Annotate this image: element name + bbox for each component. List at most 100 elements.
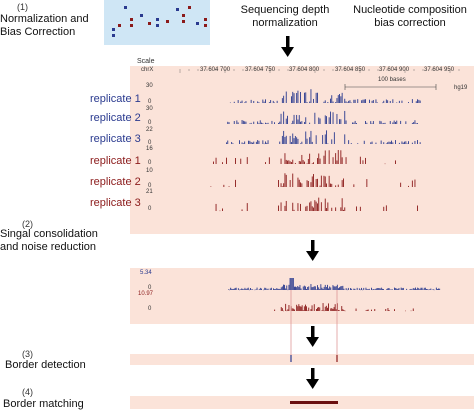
signal-bar xyxy=(414,179,416,187)
signal-bar xyxy=(285,118,287,124)
signal-bar xyxy=(231,141,233,144)
signal-bar xyxy=(387,100,389,103)
signal-bar xyxy=(310,130,312,144)
signal-bar xyxy=(391,140,392,144)
consolidated-bar xyxy=(291,278,293,290)
signal-bar xyxy=(306,205,308,211)
consolidated-bar xyxy=(316,289,317,290)
signal-bar xyxy=(240,101,242,103)
signal-bar xyxy=(382,123,383,125)
signal-bar xyxy=(319,118,321,124)
signal-bar xyxy=(301,154,303,164)
thumbnail-mark xyxy=(204,18,207,21)
signal-bar xyxy=(300,203,301,211)
consolidated-bar xyxy=(379,288,381,290)
thumbnail-mark xyxy=(118,24,121,27)
signal-bar xyxy=(293,93,295,103)
signal-bar xyxy=(337,150,339,164)
signal-bar xyxy=(226,157,227,164)
signal-bar xyxy=(278,180,279,187)
consolidated-bar xyxy=(424,287,426,290)
consolidated-bar xyxy=(347,287,349,290)
signal-bar xyxy=(354,99,356,103)
track-label-1: replicate 1 xyxy=(90,93,141,105)
signal-bar xyxy=(326,183,327,187)
signal-bar xyxy=(239,140,240,144)
scale-label: Scale xyxy=(137,58,155,65)
signal-bar xyxy=(245,121,247,124)
signal-bar xyxy=(215,157,217,164)
signal-bar xyxy=(244,121,246,124)
consolidated-bar xyxy=(433,289,435,291)
consolidated-bar xyxy=(313,286,315,290)
consolidated-bar xyxy=(289,278,291,290)
signal-bar xyxy=(363,99,365,103)
signal-bar xyxy=(309,122,311,124)
signal-bar xyxy=(265,141,266,144)
signal-bar xyxy=(323,175,325,187)
consolidated-bar xyxy=(288,304,290,311)
signal-bar xyxy=(236,120,238,124)
signal-bar xyxy=(411,142,413,144)
consolidated-bar xyxy=(319,307,321,311)
consolidated-bar xyxy=(371,287,372,290)
signal-bar xyxy=(336,160,338,164)
consolidated-bar xyxy=(318,307,320,311)
consolidated-bar xyxy=(250,288,251,290)
signal-bar xyxy=(304,92,305,103)
signal-bar xyxy=(258,140,260,144)
track-5-max: 10 xyxy=(146,168,153,174)
consolidated-bar xyxy=(327,284,328,290)
signal-bar xyxy=(340,150,342,164)
track-3-max: 22 xyxy=(146,127,153,133)
consolidated-bar xyxy=(287,289,289,291)
consolidated-bar xyxy=(351,288,353,290)
signal-bar xyxy=(250,122,252,124)
signal-bar xyxy=(285,159,287,164)
consolidated-bar xyxy=(426,289,427,290)
signal-bar xyxy=(417,123,418,124)
consolidated-bar xyxy=(252,289,254,290)
consolidated-bar xyxy=(416,289,417,290)
signal-bar xyxy=(343,178,344,187)
consolidated-bar xyxy=(387,308,389,311)
consolidated-bar xyxy=(394,309,395,311)
consolidated-bar xyxy=(410,310,412,312)
signal-bar xyxy=(315,135,317,144)
consolidated-bar xyxy=(265,287,267,290)
step-2-number: (2) xyxy=(22,219,33,229)
signal-bar xyxy=(285,200,287,211)
consolidated-bar xyxy=(295,286,296,290)
consolidated-bar xyxy=(314,286,316,290)
signal-bar xyxy=(276,100,278,103)
consolidated-bar xyxy=(310,309,312,311)
signal-bar xyxy=(313,98,314,103)
consolidated-bar xyxy=(298,287,300,290)
arrow-down-1 xyxy=(281,36,294,57)
consolidated-panel xyxy=(130,268,474,324)
signal-bar xyxy=(359,156,361,164)
signal-bar xyxy=(242,120,244,124)
consolidated-bar xyxy=(294,286,295,290)
signal-bar xyxy=(271,120,273,124)
coord-1: 37 604 700 xyxy=(200,67,231,73)
signal-bar xyxy=(229,102,231,104)
consolidated-bar xyxy=(321,287,323,290)
consolidated-bar xyxy=(391,289,393,290)
signal-bar xyxy=(298,115,300,124)
signal-bar xyxy=(297,90,299,103)
signal-bar xyxy=(261,122,262,124)
signal-bar xyxy=(323,155,325,164)
signal-bar xyxy=(408,141,409,144)
consolidated-bar xyxy=(342,309,344,311)
signal-bar xyxy=(280,183,282,187)
consolidated-bar xyxy=(332,285,334,290)
signal-bar xyxy=(336,98,338,103)
consolidated-bar xyxy=(412,288,414,290)
signal-bar xyxy=(393,120,395,124)
signal-bar xyxy=(331,95,333,103)
consolidated-bar xyxy=(312,286,314,290)
signal-bar xyxy=(413,122,415,124)
signal-bar xyxy=(344,134,346,144)
signal-bar xyxy=(283,130,285,144)
